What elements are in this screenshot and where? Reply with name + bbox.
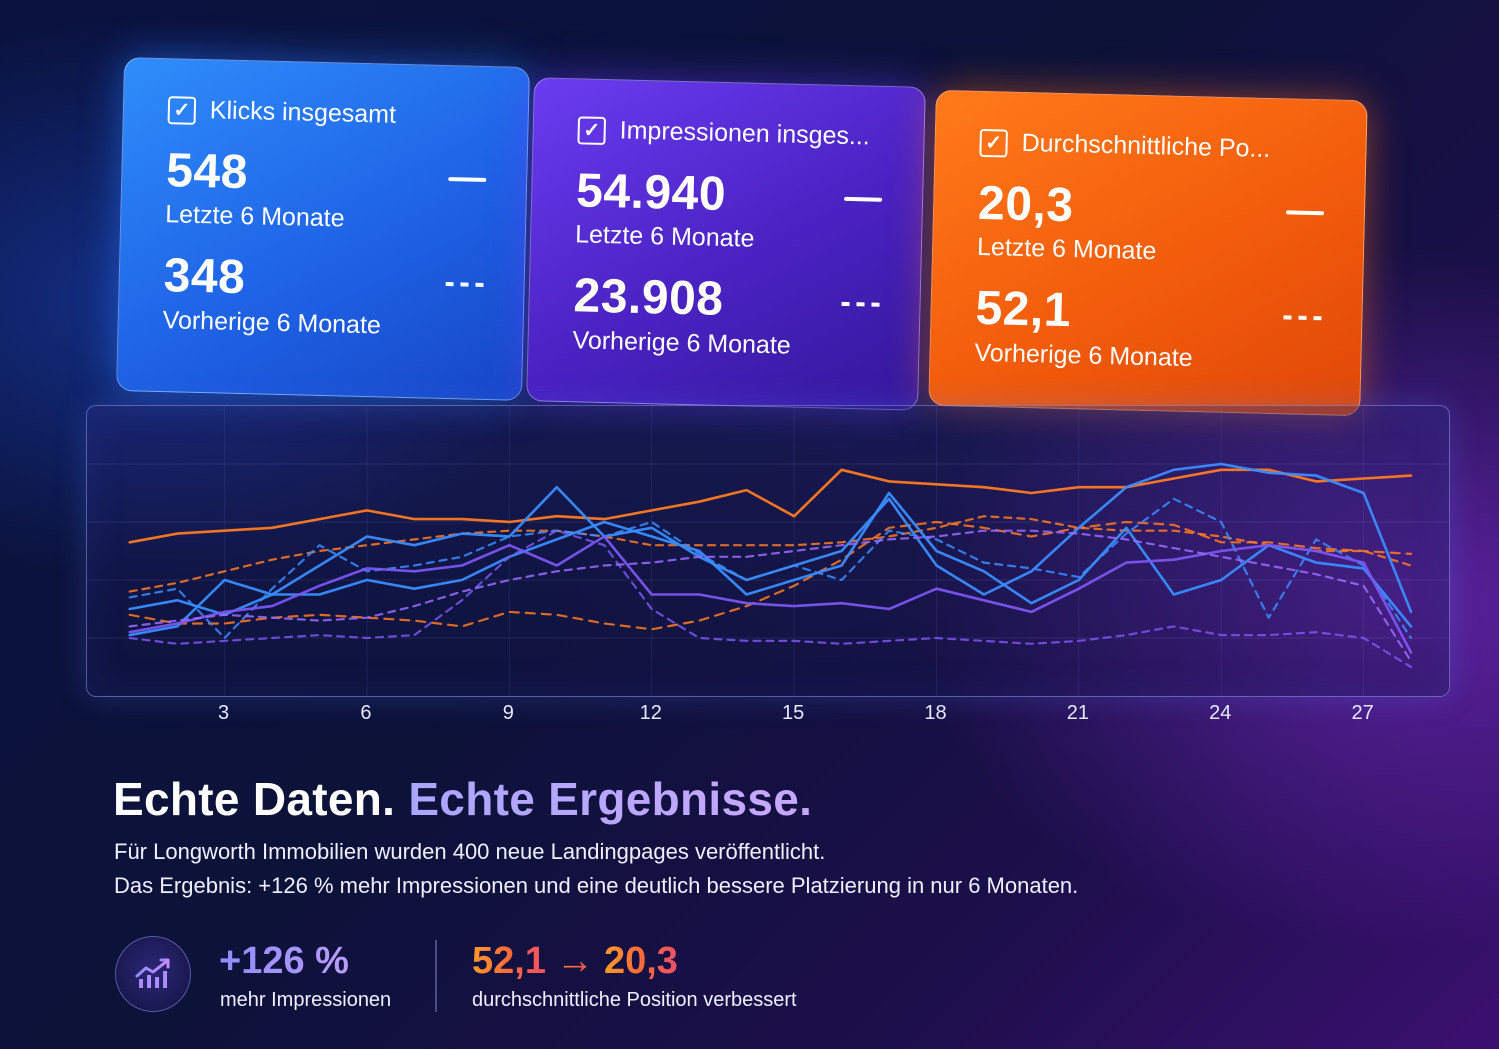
previous-value: 348 [163, 249, 247, 305]
headline: Echte Daten. Echte Ergebnisse. [113, 772, 812, 826]
x-tick-label: 18 [924, 702, 947, 724]
previous-label: Vorherige 6 Monate [162, 305, 382, 340]
current-label: Letzte 6 Monate [574, 220, 755, 254]
chart-plot-area [87, 406, 1449, 696]
metric-previous: 348 Vorherige 6 Monate [162, 249, 484, 343]
chart-series-line-9 [128, 529, 1413, 663]
card-title: Klicks insgesamt [209, 96, 397, 129]
chart-series-line-1 [128, 468, 1413, 544]
card-title: Durchschnittliche Po... [1021, 128, 1271, 163]
x-tick-label: 27 [1351, 702, 1374, 724]
previous-label: Vorherige 6 Monate [974, 338, 1193, 372]
card-impressions-header: ✓ Impressionen insges... [577, 115, 884, 151]
previous-label: Vorherige 6 Monate [572, 326, 792, 360]
description-line2: Das Ergebnis: +126 % mehr Impressionen u… [114, 873, 1079, 898]
current-value: 54.940 [575, 164, 727, 221]
position-change-value: 52,1 → 20,3 [472, 940, 678, 983]
chart-series-line-4 [128, 462, 1413, 637]
position-change-label: durchschnittliche Position verbessert [472, 989, 797, 1011]
card-avg-position-header: ✓ Durchschnittliche Po... [979, 128, 1326, 165]
card-clicks-header: ✓ Klicks insgesamt [167, 95, 489, 132]
x-tick-label: 9 [502, 702, 514, 724]
trending-up-chart-icon [115, 936, 191, 1012]
description-line1: Für Longworth Immobilien wurden 400 neue… [114, 839, 826, 864]
metric-previous: 52,1 Vorherige 6 Monate [974, 282, 1322, 376]
current-label: Letzte 6 Monate [976, 233, 1157, 266]
card-clicks[interactable]: ✓ Klicks insgesamt 548 Letzte 6 Monate 3… [115, 57, 531, 401]
metric-current: 20,3 Letzte 6 Monate [976, 176, 1325, 271]
performance-chart[interactable] [86, 405, 1450, 697]
chart-series-line-7 [128, 535, 1413, 654]
current-value: 20,3 [977, 176, 1075, 233]
checkbox-checked-icon[interactable]: ✓ [167, 95, 197, 125]
chart-series-line-8 [128, 529, 1413, 669]
chart-series-line-6 [128, 497, 1413, 640]
previous-value: 52,1 [974, 282, 1072, 338]
metric-current: 548 Letzte 6 Monate [164, 144, 487, 237]
checkbox-checked-icon[interactable]: ✓ [979, 128, 1008, 158]
stats-divider [435, 940, 437, 1012]
x-tick-label: 21 [1066, 702, 1089, 724]
headline-part2: Echte Ergebnisse. [408, 773, 813, 825]
x-tick-label: 24 [1209, 702, 1232, 724]
metric-current: 54.940 Letzte 6 Monate [574, 164, 883, 257]
position-from: 52,1 [472, 940, 546, 982]
impressions-increase-value: +126 % [219, 940, 349, 982]
x-tick-label: 15 [781, 702, 805, 724]
current-value: 548 [165, 144, 249, 200]
x-tick-label: 3 [218, 702, 230, 724]
card-avg-position[interactable]: ✓ Durchschnittliche Po... 20,3 Letzte 6 … [928, 89, 1368, 417]
impressions-increase-label: mehr Impressionen [220, 989, 392, 1011]
previous-value: 23.908 [573, 269, 725, 327]
card-title: Impressionen insges... [619, 116, 871, 151]
position-to: 20,3 [603, 940, 678, 982]
card-impressions[interactable]: ✓ Impressionen insges... 54.940 Letzte 6… [526, 77, 926, 411]
chart-series-line-2 [128, 515, 1413, 593]
checkbox-checked-icon[interactable]: ✓ [577, 115, 607, 145]
chart-series-line-3 [128, 520, 1413, 631]
current-label: Letzte 6 Monate [164, 200, 345, 233]
arrow-right-icon: → [555, 940, 594, 982]
chart-series-line-5 [128, 491, 1413, 628]
x-tick-label: 6 [360, 702, 372, 724]
headline-part1: Echte Daten. [113, 773, 396, 825]
metric-previous: 23.908 Vorherige 6 Monate [572, 269, 880, 363]
x-tick-label: 12 [639, 702, 662, 724]
